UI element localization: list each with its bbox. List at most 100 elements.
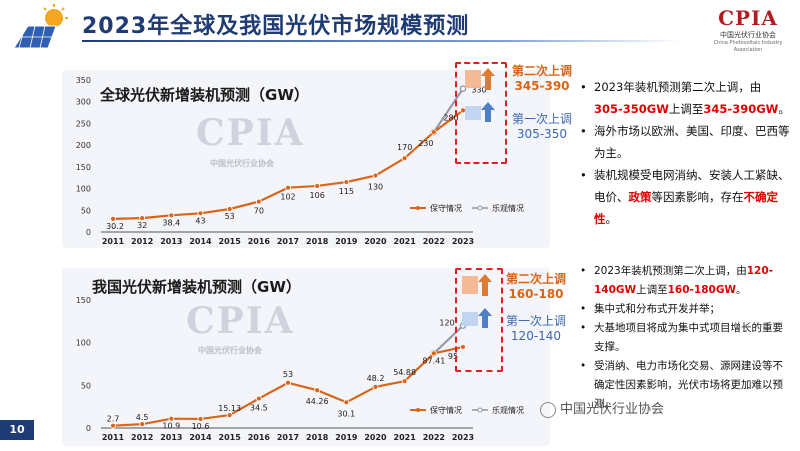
data-label: 106 [310,191,325,200]
highlight-text: 不确定性 [594,190,778,226]
conservative-point [343,179,350,185]
x-tick-label: 2023 [452,433,474,442]
data-label: 53 [283,370,293,379]
note-text: 2023年装机预测第二次上调，由 [594,80,762,94]
data-label: 70 [254,207,264,216]
note-text: 海外市场以欧洲、美国、印度、巴西等为主。 [594,124,790,160]
up-arrow-icon [481,68,495,90]
x-tick-label: 2017 [277,237,299,246]
conservative-point [139,421,146,428]
x-tick-label: 2015 [219,237,242,246]
first-adjustment-value-2: 120-140 [510,329,562,343]
optimistic-series-line [433,88,464,133]
second-adjustment-china: 第二次上调 160-180 [500,272,572,302]
legend-marker-conservative [416,206,420,210]
x-tick-label: 2022 [423,237,445,246]
note-text: 上调至 [636,284,668,296]
y-tick-label: 0 [86,228,91,237]
second-adjustment-label: 第二次上调 [511,64,572,78]
first-adjustment-global: 第一次上调 305-350 [503,112,581,142]
legend-marker-optimistic [477,205,483,211]
data-label: 32 [137,221,147,230]
second-adjust-block [462,276,478,294]
data-label: 4.5 [136,413,149,422]
data-label: 34.5 [250,404,268,413]
note-text: 大基地项目将成为集中式项目增长的重要支撑。 [594,322,783,353]
first-adjustment-label: 第一次上调 [511,112,572,126]
wechat-label: 中国光伏行业协会 [560,402,665,417]
forecast-callout-china [455,268,503,372]
data-label: 15.13 [218,404,241,413]
note-text: 。 [605,212,618,226]
data-label: 102 [280,193,295,202]
china-chart-panel [62,268,550,446]
optimistic-series-line [433,324,464,355]
legend-label-optimistic: 乐观情况 [492,203,524,213]
x-tick-label: 2020 [364,237,387,246]
first-adjustment-value: 305-350 [516,127,568,141]
data-label: 280 [443,113,458,122]
data-label: 130 [368,183,383,192]
y-tick-label: 300 [76,98,91,107]
legend-marker-conservative [416,408,420,412]
title-bar: 2023年全球及我国光伏市场规模预测 CPIA 中国光伏行业协会 China P… [0,0,800,53]
note-text: 2023年装机预测第二次上调，由 [594,265,747,277]
x-tick-label: 2021 [394,433,417,442]
y-tick-label: 50 [81,206,91,215]
x-tick-label: 2013 [160,237,182,246]
note-bullet: 海外市场以欧洲、美国、印度、巴西等为主。 [580,120,790,164]
x-tick-label: 2019 [335,237,358,246]
data-label: 54.88 [393,368,416,377]
data-label: 30.2 [106,222,124,231]
note-bullet: 受消纳、电力市场化交易、源网建设等不确定性因素影响，光伏市场将更加难以预测。 [580,357,790,414]
conservative-point [197,416,204,422]
watermark-subtitle: 中国光伏行业协会 [210,159,274,168]
legend-label-optimistic: 乐观情况 [492,405,524,415]
y-tick-label: 200 [76,141,91,150]
x-tick-label: 2022 [423,433,445,442]
china-notes: 2023年装机预测第二次上调，由120-140GW上调至160-180GW。集中… [580,262,790,414]
x-tick-label: 2014 [189,237,212,246]
watermark-logo: CPIA [196,112,305,154]
logo-text: CPIA [718,6,778,30]
watermark-subtitle-2: 中国光伏行业协会 [198,346,262,355]
conservative-point [430,350,437,357]
x-tick-label: 2023 [452,237,474,246]
up-arrow-icon [481,102,495,122]
conservative-point [226,412,233,418]
first-adjustment-label-2: 第一次上调 [505,314,566,328]
y-tick-label: 150 [76,163,91,172]
note-text: 装机规模受电网消纳、安装人工紧缺、电价、 [594,168,790,204]
x-tick-label: 2017 [277,433,299,442]
conservative-point [401,155,408,162]
conservative-point [460,344,466,350]
logo-subtitle: 中国光伏行业协会 [720,31,776,39]
second-adjustment-value: 345-390 [514,79,570,93]
legend-marker-optimistic [477,407,483,413]
x-tick-label: 2011 [102,433,125,442]
optimistic-data-label: 120 [439,319,454,328]
optimistic-data-label: 330 [471,86,486,95]
y-tick-label: 150 [76,296,91,305]
highlight-text: 160-180GW [667,284,737,296]
global-notes: 2023年装机预测第二次上调，由305-350GW上调至345-390GW。海外… [580,76,790,230]
conservative-point [372,383,379,390]
conservative-point [255,395,262,402]
y-tick-label: 350 [76,76,91,85]
conservative-point [372,172,379,179]
note-bullet: 装机规模受电网消纳、安装人工紧缺、电价、政策等因素影响，存在不确定性。 [580,164,790,230]
note-bullet: 集中式和分布式开发并举； [580,300,790,319]
second-adjustment-label-2: 第二次上调 [505,272,566,286]
note-bullet: 2023年装机预测第二次上调，由 305-350GW上调至345-390GW。 [580,76,790,120]
wechat-icon [540,401,556,418]
chart-title-global: 全球光伏新增装机预测（GW） [100,86,309,104]
first-adjust-block [465,106,481,120]
conservative-point [226,206,233,212]
conservative-point [401,378,408,385]
legend-label-conservative: 保守情况 [430,203,462,213]
conservative-point [430,129,437,136]
x-tick-label: 2013 [160,433,182,442]
note-bullet: 大基地项目将成为集中式项目增长的重要支撑。 [580,319,790,357]
wechat-watermark: 中国光伏行业协会 [540,398,664,418]
